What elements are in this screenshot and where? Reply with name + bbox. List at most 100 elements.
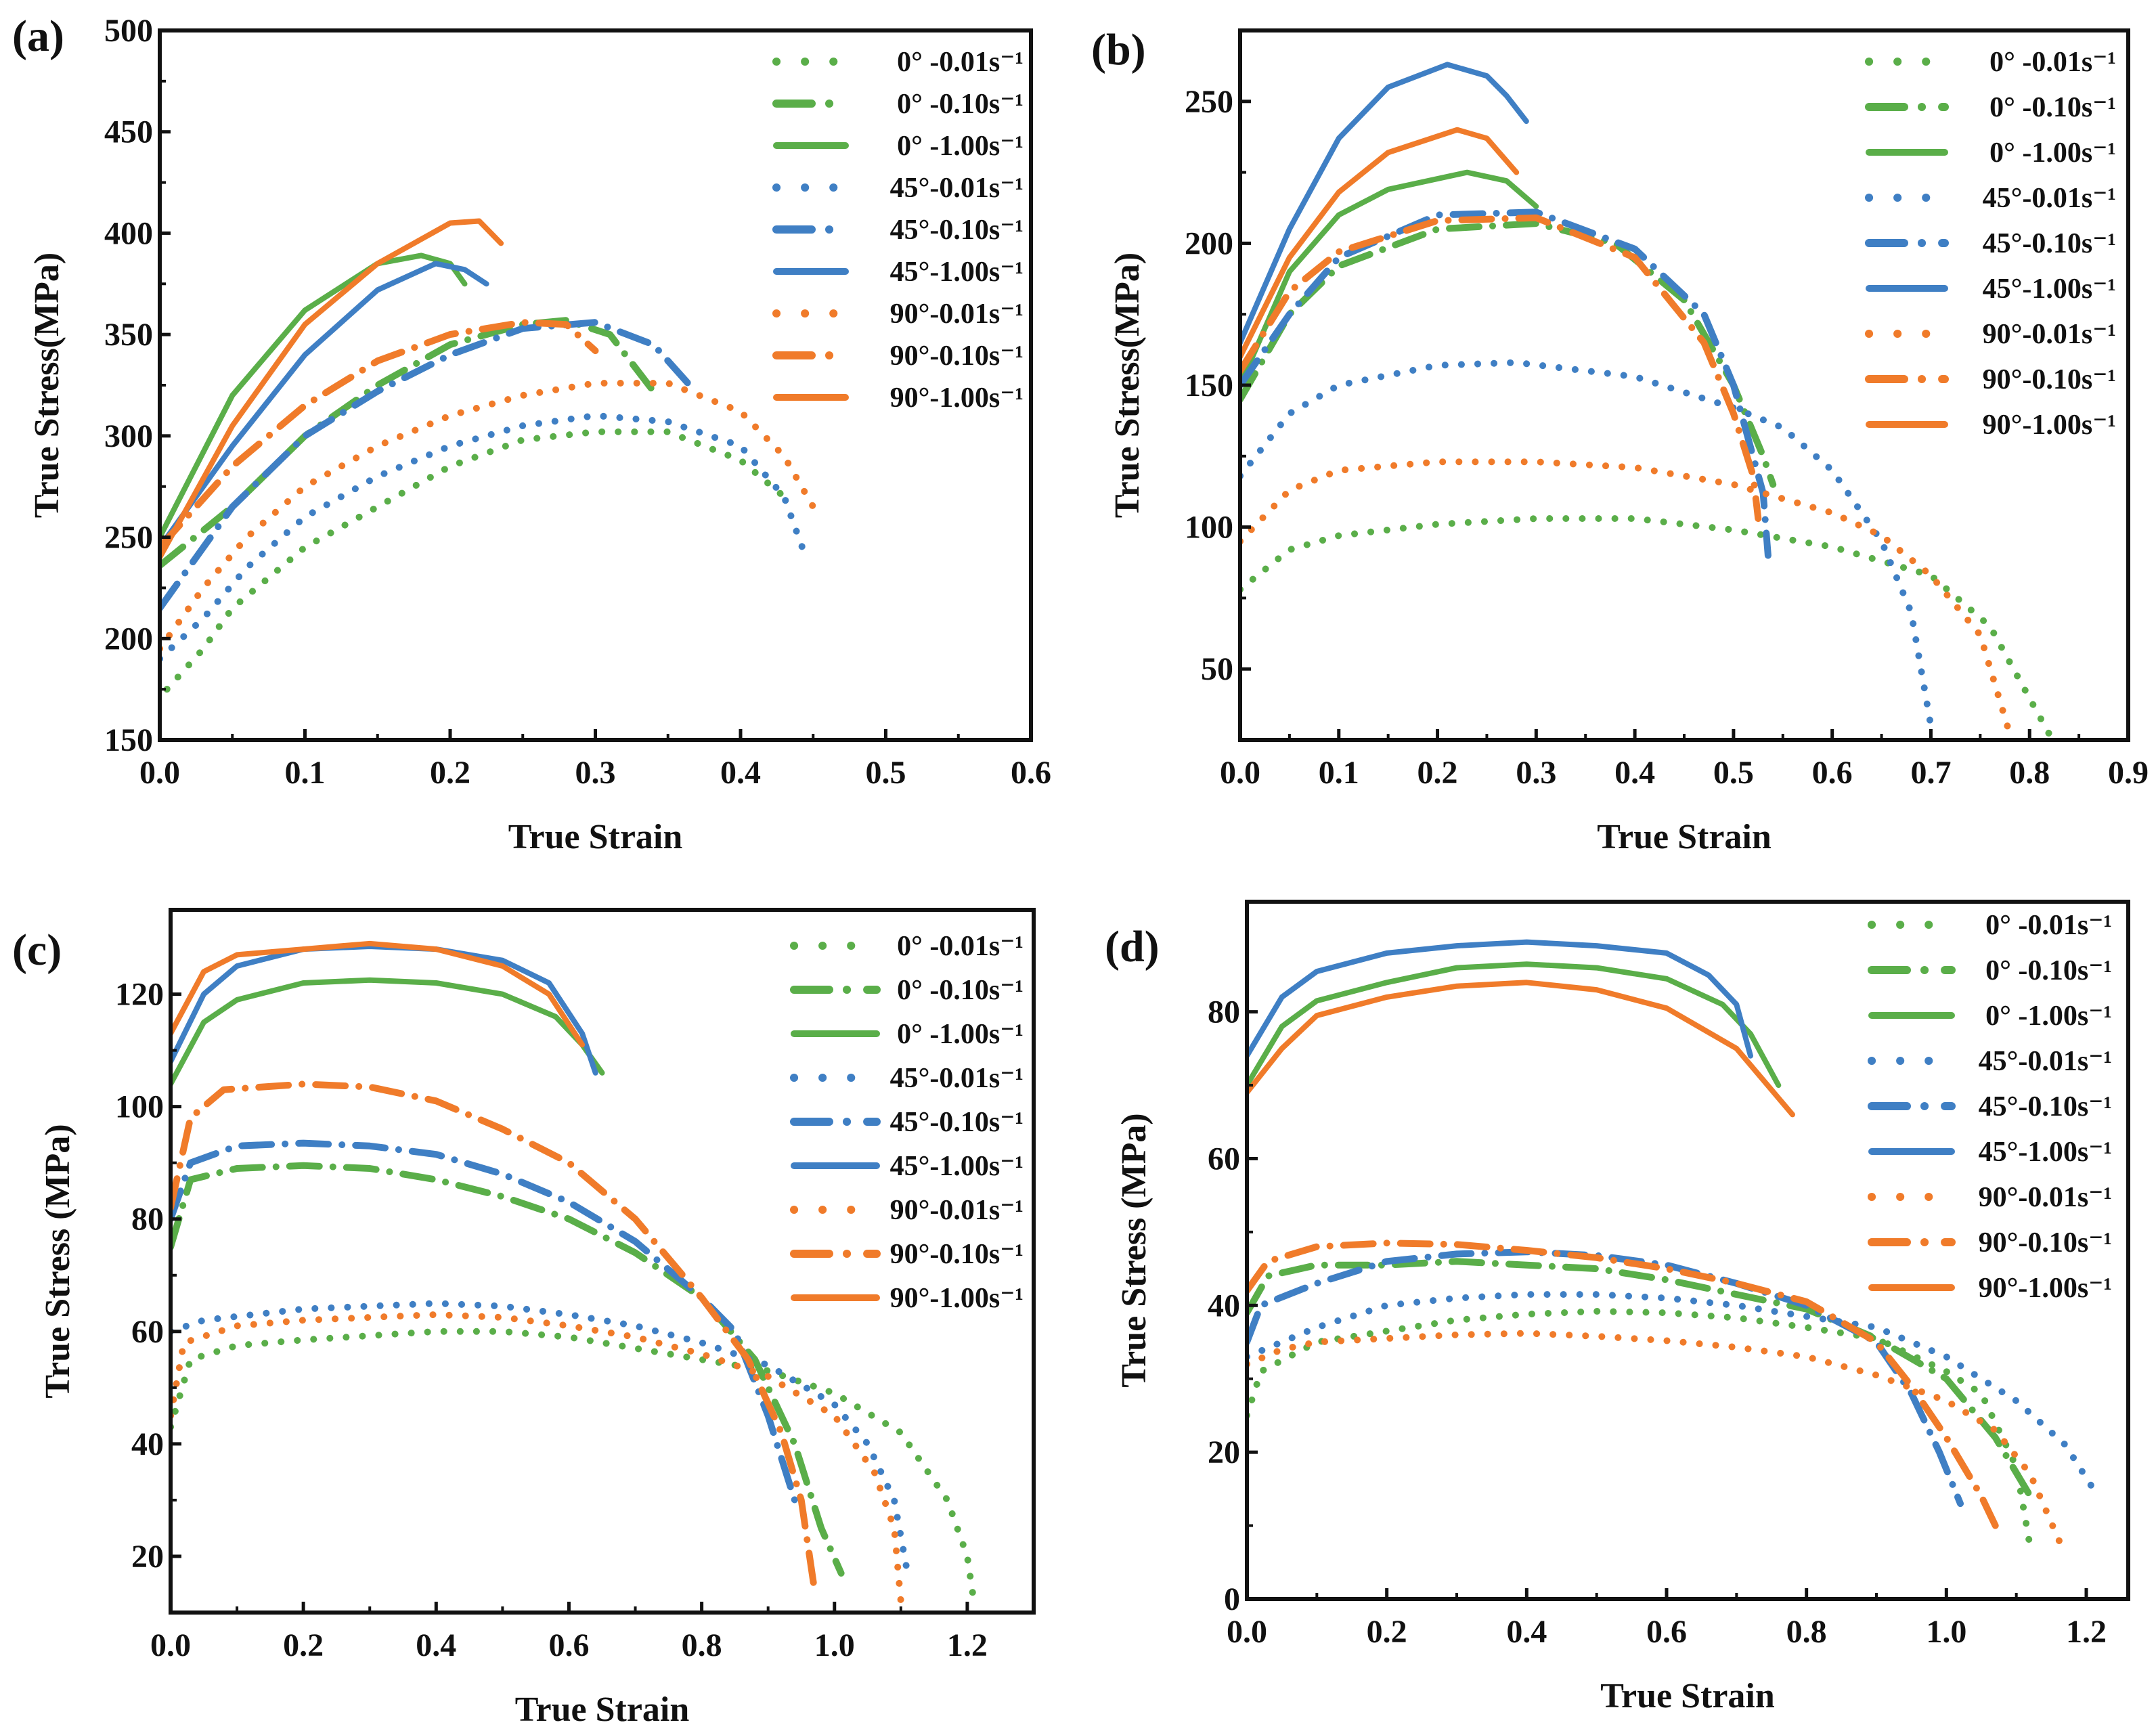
y-tick-label: 300: [104, 418, 153, 454]
series-group: [1247, 939, 2097, 1558]
y-tick-label: 250: [1185, 84, 1233, 120]
y-tick-label: 450: [104, 114, 153, 150]
series-line-0: [163, 428, 788, 693]
legend-label: 90°-0.01s⁻¹: [890, 1195, 1024, 1226]
y-tick-label: 150: [104, 722, 153, 758]
y-tick-label: 60: [1208, 1141, 1240, 1177]
x-tick-label: 0.3: [1516, 755, 1556, 791]
series-line-3: [160, 412, 810, 663]
x-tick-label: 0.4: [416, 1627, 456, 1663]
x-tick-label: 0.2: [1417, 755, 1458, 791]
x-tick-label: 0.0: [1227, 1614, 1267, 1650]
legend-label: 90°-0.10s⁻¹: [1979, 1227, 2112, 1258]
legend-label: 0° -0.01s⁻¹: [1985, 910, 2112, 941]
x-tick-label: 0.8: [2009, 755, 2050, 791]
series-line-8: [1247, 980, 1795, 1118]
series-group: [171, 940, 977, 1605]
series-group: [1240, 62, 2053, 738]
chart-panel-c: 0.0 0.2 0.4 0.6 0.8 1.0 1.2 20 40 60 80 100 120 True …: [12, 908, 1036, 1729]
legend-label: 90°-1.00s⁻¹: [890, 1283, 1024, 1314]
legend-label: 90°-1.00s⁻¹: [1979, 1273, 2112, 1304]
series-line-0: [1240, 515, 2053, 738]
legend-label: 90°-0.10s⁻¹: [890, 341, 1024, 372]
legend-label: 90°-0.10s⁻¹: [1983, 364, 2116, 395]
x-tick-label: 0.7: [1910, 755, 1951, 791]
series-line-4: [171, 1139, 798, 1504]
x-tick-label: 0.6: [548, 1627, 589, 1663]
chart-panel-d: 0.0 0.2 0.4 0.6 0.8 1.0 1.2 0 20 40 60 80 True Strai…: [1105, 900, 2130, 1715]
x-tick-label: 0.9: [2108, 755, 2149, 791]
legend-label: 0° -0.01s⁻¹: [1989, 47, 2116, 78]
y-tick-label: 500: [104, 13, 153, 49]
series-line-5: [160, 261, 489, 550]
chart-panel-a: 0.0 0.1 0.2 0.3 0.4 0.5 0.6 150 200 250 300 350 400 4…: [12, 12, 1051, 856]
panel-label: (b): [1091, 25, 1146, 74]
y-tick-label: 20: [131, 1539, 164, 1575]
legend-label: 45°-1.00s⁻¹: [890, 1151, 1024, 1182]
y-tick-label: 80: [1208, 994, 1240, 1030]
legend-label: 45°-0.10s⁻¹: [890, 1107, 1024, 1138]
x-tick-label: 0.4: [1506, 1614, 1547, 1650]
series-line-3: [171, 1300, 911, 1577]
y-tick-label: 40: [131, 1426, 164, 1462]
series-line-4: [160, 319, 693, 612]
legend-label: 90°-0.01s⁻¹: [890, 299, 1024, 330]
y-tick-label: 100: [115, 1089, 164, 1125]
y-axis-title: True Stress (MPa): [1115, 1113, 1153, 1387]
legend-label: 90°-1.00s⁻¹: [890, 382, 1024, 414]
y-tick-label: 120: [115, 977, 164, 1013]
y-tick-label: 400: [104, 215, 153, 251]
legend: 0° -0.01s⁻¹ 0° -0.10s⁻¹ 0° -1.00s⁻¹ 45°-0.0…: [1865, 47, 2116, 441]
legend-label: 0° -0.01s⁻¹: [897, 931, 1024, 962]
legend-label: 0° -1.00s⁻¹: [1989, 137, 2116, 169]
x-axis-title: True Strain: [508, 818, 683, 856]
y-axis-title: True Stress(MPa): [28, 253, 66, 518]
plot-frame: [169, 908, 1036, 1615]
legend-label: 0° -1.00s⁻¹: [897, 131, 1024, 162]
series-line-7: [171, 1080, 818, 1594]
plot-frame: [1245, 900, 2130, 1601]
legend-label: 90°-0.01s⁻¹: [1983, 319, 2116, 350]
x-tick-label: 0.6: [1646, 1614, 1687, 1650]
y-tick-label: 60: [131, 1314, 164, 1350]
y-tick-label: 50: [1201, 651, 1233, 687]
legend-label: 45°-1.00s⁻¹: [1979, 1137, 2112, 1168]
x-tick-label: 0.2: [283, 1627, 324, 1663]
x-tick-label: 0.2: [1367, 1614, 1407, 1650]
legend-label: 0° -1.00s⁻¹: [1985, 1001, 2112, 1032]
x-tick-label: 1.0: [814, 1627, 855, 1663]
legend-label: 0° -0.10s⁻¹: [1985, 955, 2112, 986]
y-tick-label: 20: [1208, 1434, 1240, 1470]
series-line-4: [1240, 209, 1772, 559]
series-line-3: [1247, 1291, 2097, 1493]
y-tick-label: 200: [1185, 225, 1233, 261]
x-tick-label: 1.0: [1926, 1614, 1966, 1650]
y-tick-label: 40: [1208, 1288, 1240, 1323]
series-line-2: [1247, 961, 1782, 1089]
series-line-0: [1247, 1308, 2034, 1552]
legend-label: 90°-0.01s⁻¹: [1979, 1182, 2112, 1213]
series-line-8: [1240, 127, 1520, 360]
x-tick-label: 0.0: [1220, 755, 1260, 791]
series-line-0: [171, 1328, 977, 1605]
legend: 0° -0.01s⁻¹ 0° -0.10s⁻¹ 0° -1.00s⁻¹ 45°-0.0…: [790, 931, 1024, 1314]
y-tick-label: 0: [1224, 1581, 1240, 1617]
legend-label: 0° -0.10s⁻¹: [1989, 92, 2116, 123]
series-line-8: [171, 940, 586, 1048]
legend-label: 45°-0.01s⁻¹: [890, 1063, 1024, 1094]
x-tick-label: 1.2: [947, 1627, 988, 1663]
legend-label: 45°-0.01s⁻¹: [890, 173, 1024, 204]
legend: 0° -0.01s⁻¹ 0° -0.10s⁻¹ 0° -1.00s⁻¹ 45°-0.0…: [1868, 910, 2112, 1304]
legend-label: 0° -0.01s⁻¹: [897, 47, 1024, 78]
panel-label: (a): [12, 12, 64, 61]
series-line-8: [160, 218, 504, 561]
x-tick-label: 0.0: [139, 755, 180, 791]
series-line-2: [171, 977, 605, 1087]
x-tick-label: 0.0: [150, 1627, 191, 1663]
y-tick-label: 200: [104, 621, 153, 657]
x-tick-label: 0.6: [1011, 755, 1051, 791]
x-tick-label: 0.8: [1786, 1614, 1827, 1650]
y-tick-label: 80: [131, 1202, 164, 1237]
series-group: [160, 218, 817, 693]
